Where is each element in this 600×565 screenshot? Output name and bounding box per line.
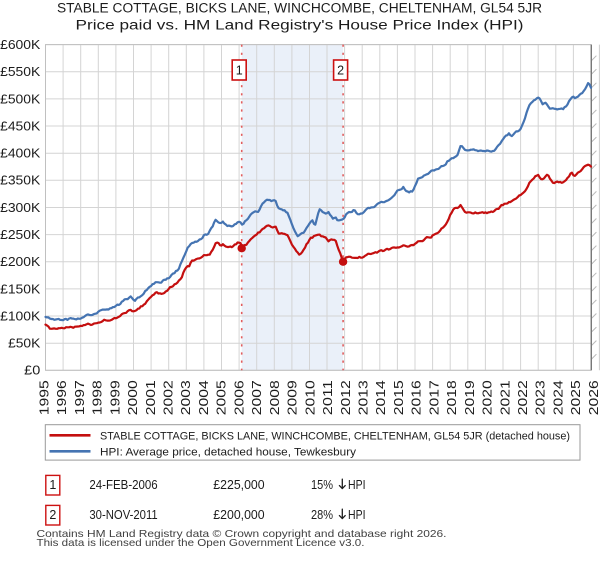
svg-text:2007: 2007 xyxy=(250,380,264,415)
svg-text:£200K: £200K xyxy=(0,255,41,269)
svg-text:2010: 2010 xyxy=(303,380,317,415)
svg-text:STABLE COTTAGE, BICKS LANE, WI: STABLE COTTAGE, BICKS LANE, WINCHCOMBE, … xyxy=(100,430,570,442)
svg-text:£250K: £250K xyxy=(0,228,41,242)
svg-text:2: 2 xyxy=(337,64,344,78)
svg-text:£550K: £550K xyxy=(0,65,41,79)
svg-text:2026: 2026 xyxy=(587,380,600,415)
svg-text:1: 1 xyxy=(236,64,243,78)
svg-text:£450K: £450K xyxy=(0,119,41,133)
svg-text:2023: 2023 xyxy=(534,380,548,415)
svg-text:2024: 2024 xyxy=(552,380,566,415)
svg-text:1999: 1999 xyxy=(108,380,122,415)
svg-text:1: 1 xyxy=(49,478,56,492)
svg-text:£400K: £400K xyxy=(0,147,41,161)
svg-text:£50K: £50K xyxy=(8,337,41,351)
svg-text:1995: 1995 xyxy=(37,380,51,415)
svg-text:2006: 2006 xyxy=(232,380,246,415)
svg-text:£600K: £600K xyxy=(0,38,41,52)
svg-text:2000: 2000 xyxy=(126,380,140,415)
svg-text:£350K: £350K xyxy=(0,174,41,188)
svg-text:Contains HM Land Registry data: Contains HM Land Registry data © Crown c… xyxy=(37,529,447,540)
svg-text:Price paid vs. HM Land Registr: Price paid vs. HM Land Registry's House … xyxy=(76,17,524,32)
svg-text:2003: 2003 xyxy=(179,380,193,415)
svg-text:2002: 2002 xyxy=(162,380,176,415)
svg-text:2019: 2019 xyxy=(463,380,477,415)
svg-text:2005: 2005 xyxy=(215,380,229,415)
svg-text:2: 2 xyxy=(49,508,56,522)
svg-text:2008: 2008 xyxy=(268,380,282,415)
svg-text:2018: 2018 xyxy=(445,380,459,415)
svg-text:HPI: HPI xyxy=(348,477,366,492)
svg-text:15%: 15% xyxy=(311,477,333,492)
svg-text:2014: 2014 xyxy=(374,380,388,415)
svg-text:2009: 2009 xyxy=(286,380,300,415)
svg-text:£150K: £150K xyxy=(0,282,41,296)
svg-text:2012: 2012 xyxy=(339,380,353,415)
svg-text:2020: 2020 xyxy=(481,380,495,415)
svg-text:1997: 1997 xyxy=(73,380,87,415)
svg-text:£500K: £500K xyxy=(0,92,41,106)
svg-text:2011: 2011 xyxy=(321,380,335,415)
svg-text:2021: 2021 xyxy=(498,380,512,415)
svg-text:24-FEB-2006: 24-FEB-2006 xyxy=(89,477,157,492)
svg-text:2016: 2016 xyxy=(410,380,424,415)
svg-text:2001: 2001 xyxy=(144,380,158,415)
svg-text:£0: £0 xyxy=(24,364,40,378)
svg-text:HPI: HPI xyxy=(348,507,366,522)
svg-text:1998: 1998 xyxy=(91,380,105,415)
svg-text:2015: 2015 xyxy=(392,380,406,415)
svg-text:This data is licensed under th: This data is licensed under the Open Gov… xyxy=(37,538,365,549)
svg-text:28%: 28% xyxy=(311,507,333,522)
svg-text:2017: 2017 xyxy=(427,380,441,415)
svg-text:2025: 2025 xyxy=(569,380,583,415)
svg-text:£225,000: £225,000 xyxy=(213,477,264,492)
svg-text:1996: 1996 xyxy=(55,380,69,415)
svg-text:£200,000: £200,000 xyxy=(213,507,264,522)
svg-text:£300K: £300K xyxy=(0,201,41,215)
svg-text:HPI: Average price, detached h: HPI: Average price, detached house, Tewk… xyxy=(100,446,356,458)
svg-text:30-NOV-2011: 30-NOV-2011 xyxy=(89,507,157,522)
svg-text:2022: 2022 xyxy=(516,380,530,415)
svg-text:£100K: £100K xyxy=(0,309,41,323)
svg-text:2013: 2013 xyxy=(357,380,371,415)
svg-text:STABLE COTTAGE, BICKS LANE, WI: STABLE COTTAGE, BICKS LANE, WINCHCOMBE, … xyxy=(57,1,542,16)
svg-text:2004: 2004 xyxy=(197,380,211,415)
